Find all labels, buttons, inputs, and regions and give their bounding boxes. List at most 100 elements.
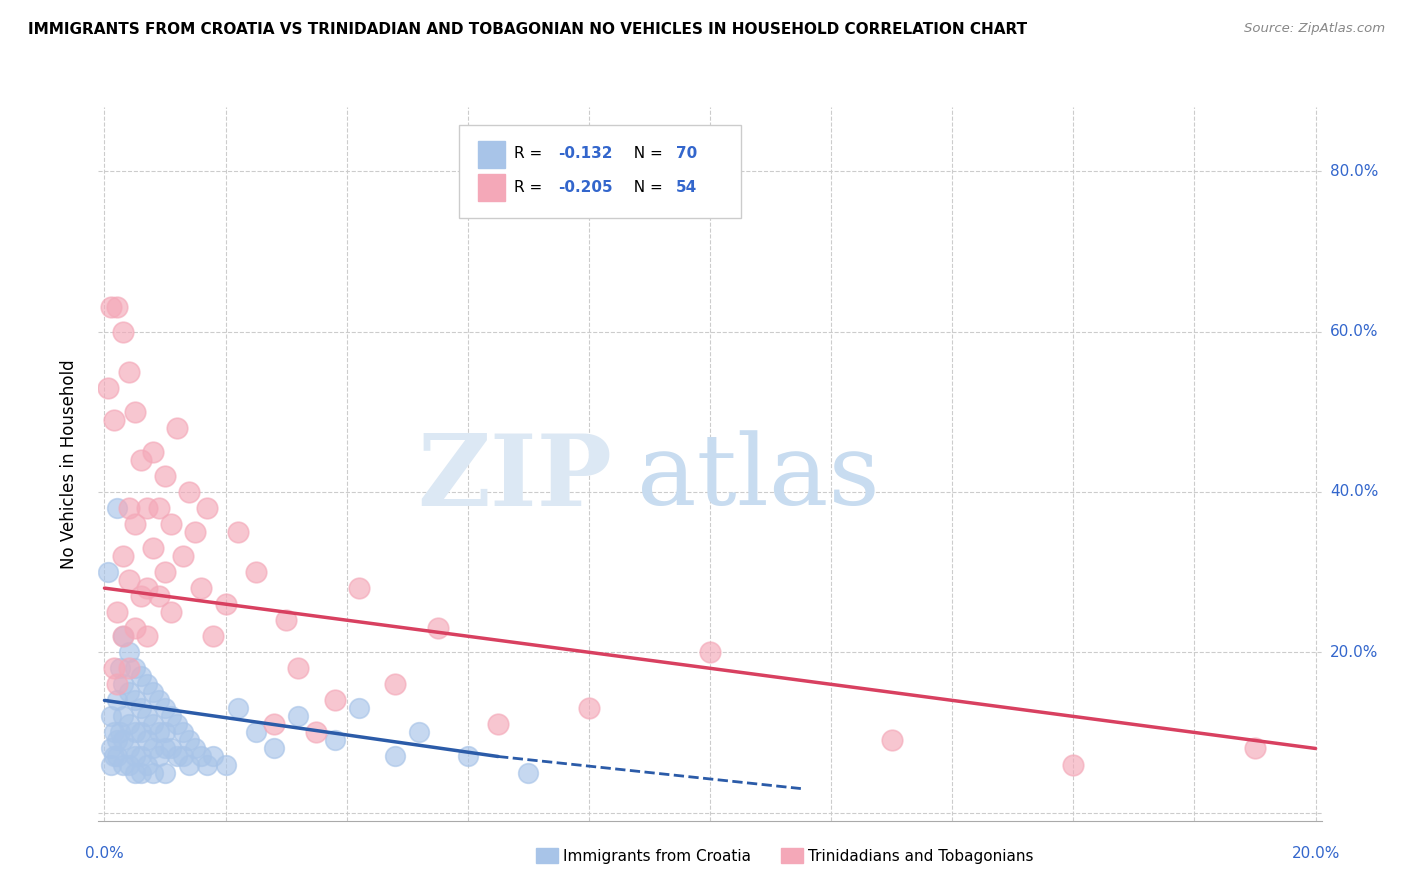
Point <box>202 749 225 764</box>
Point <box>142 445 165 459</box>
Text: 20.0%: 20.0% <box>1291 846 1340 861</box>
Point <box>129 725 152 739</box>
Point <box>148 589 170 603</box>
Point <box>190 581 212 595</box>
Point <box>172 725 194 739</box>
Point <box>197 757 219 772</box>
Point <box>699 645 721 659</box>
Point <box>245 565 267 579</box>
Bar <box>478 174 505 202</box>
Point <box>184 741 207 756</box>
Point <box>96 381 118 395</box>
Point <box>172 549 194 563</box>
Point <box>347 701 370 715</box>
Point <box>100 741 122 756</box>
Point <box>105 500 128 515</box>
Text: 70: 70 <box>676 146 697 161</box>
Point <box>111 629 134 643</box>
Point <box>160 516 183 531</box>
Point <box>124 725 146 739</box>
Point <box>111 325 134 339</box>
Text: atlas: atlas <box>637 430 879 526</box>
Point <box>148 693 170 707</box>
Point <box>153 565 176 579</box>
Text: Immigrants from Croatia: Immigrants from Croatia <box>564 849 751 863</box>
Point <box>179 484 201 499</box>
Point <box>103 413 125 427</box>
Point <box>124 516 146 531</box>
Point <box>287 661 309 675</box>
Point <box>160 605 183 619</box>
Point <box>880 733 903 747</box>
Point <box>124 749 146 764</box>
Text: 60.0%: 60.0% <box>1330 324 1378 339</box>
Point <box>135 709 157 723</box>
FancyBboxPatch shape <box>460 125 741 218</box>
Point <box>100 757 122 772</box>
Point <box>166 421 188 435</box>
Point <box>135 581 157 595</box>
Point <box>135 629 157 643</box>
Point <box>118 645 141 659</box>
Point <box>135 677 157 691</box>
Bar <box>536 847 558 863</box>
Point <box>135 757 157 772</box>
Point <box>118 661 141 675</box>
Text: -0.205: -0.205 <box>558 180 613 195</box>
Point <box>105 693 128 707</box>
Point <box>214 757 236 772</box>
Point <box>384 677 406 691</box>
Point <box>184 524 207 539</box>
Point <box>111 757 134 772</box>
Text: 0.0%: 0.0% <box>86 846 124 861</box>
Point <box>160 741 183 756</box>
Point <box>105 749 128 764</box>
Text: -0.132: -0.132 <box>558 146 613 161</box>
Point <box>148 749 170 764</box>
Point <box>153 725 176 739</box>
Point <box>202 629 225 643</box>
Point <box>166 749 188 764</box>
Text: Trinidadians and Tobagonians: Trinidadians and Tobagonians <box>808 849 1033 863</box>
Point <box>142 541 165 555</box>
Point <box>105 677 128 691</box>
Text: 20.0%: 20.0% <box>1330 645 1378 660</box>
Point <box>287 709 309 723</box>
Point <box>426 621 449 635</box>
Point <box>142 685 165 699</box>
Point <box>118 500 141 515</box>
Text: N =: N = <box>624 146 668 161</box>
Point <box>103 661 125 675</box>
Point <box>103 749 125 764</box>
Point <box>111 709 134 723</box>
Text: Source: ZipAtlas.com: Source: ZipAtlas.com <box>1244 22 1385 36</box>
Point <box>124 765 146 780</box>
Point <box>118 365 141 379</box>
Point <box>111 733 134 747</box>
Point <box>179 757 201 772</box>
Point <box>129 701 152 715</box>
Point <box>408 725 430 739</box>
Point <box>111 629 134 643</box>
Point <box>124 661 146 675</box>
Point <box>323 693 346 707</box>
Point <box>179 733 201 747</box>
Text: 54: 54 <box>676 180 697 195</box>
Text: R =: R = <box>515 146 547 161</box>
Point <box>142 741 165 756</box>
Point <box>105 733 128 747</box>
Point <box>111 677 134 691</box>
Point <box>153 468 176 483</box>
Point <box>118 757 141 772</box>
Point <box>347 581 370 595</box>
Point <box>153 741 176 756</box>
Point <box>166 717 188 731</box>
Point <box>100 301 122 315</box>
Point <box>142 717 165 731</box>
Point <box>190 749 212 764</box>
Bar <box>780 847 803 863</box>
Bar <box>478 141 505 168</box>
Point <box>124 405 146 419</box>
Point <box>214 597 236 611</box>
Point <box>1244 741 1267 756</box>
